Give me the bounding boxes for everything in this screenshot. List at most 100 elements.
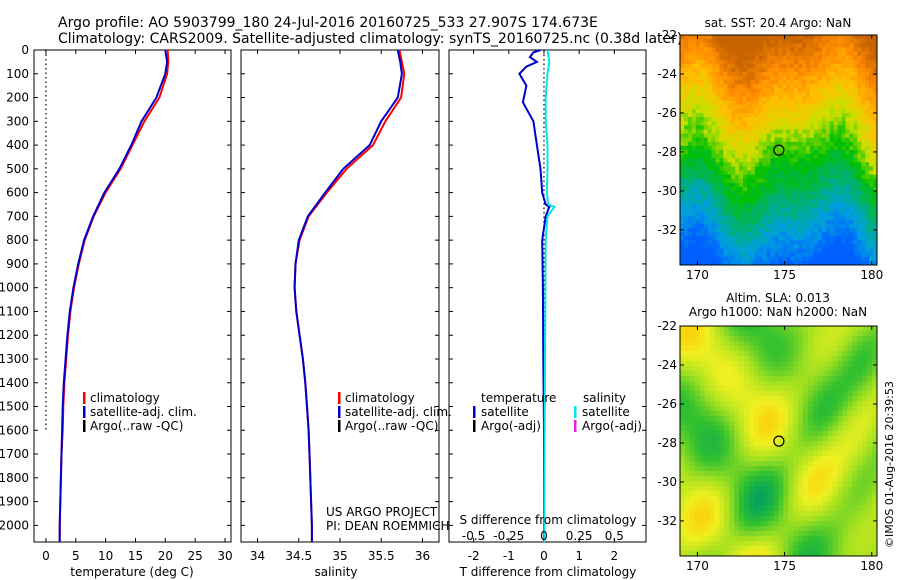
sst-cell bbox=[703, 137, 708, 143]
sla-cell bbox=[788, 456, 794, 462]
sst-cell bbox=[869, 236, 874, 241]
sst-cell bbox=[786, 158, 791, 163]
sla-cell bbox=[822, 331, 829, 337]
sla-cell bbox=[758, 441, 765, 447]
sst-cell bbox=[861, 145, 866, 151]
sla-cell bbox=[729, 551, 735, 556]
sst-cell bbox=[699, 211, 705, 217]
sla-cell bbox=[817, 416, 824, 422]
sst-cell bbox=[869, 215, 874, 221]
sst-cell bbox=[707, 129, 712, 134]
sst-cell bbox=[865, 215, 870, 221]
sla-cell bbox=[729, 371, 735, 377]
sst-cell bbox=[683, 96, 689, 102]
sla-cell bbox=[783, 396, 789, 402]
sla-cell bbox=[748, 361, 755, 367]
sla-cell bbox=[694, 366, 701, 372]
sst-cell bbox=[691, 150, 697, 155]
sla-cell bbox=[788, 476, 794, 482]
sla-cell bbox=[709, 531, 715, 537]
sst-cell bbox=[790, 43, 795, 48]
sla-cell bbox=[680, 471, 686, 477]
sst-cell bbox=[778, 260, 783, 265]
sst-cell bbox=[869, 43, 874, 48]
sst-cell bbox=[778, 203, 783, 208]
sst-cell bbox=[703, 133, 708, 139]
sst-cell bbox=[766, 125, 772, 130]
sla-cell bbox=[783, 451, 789, 457]
sst-cell bbox=[786, 174, 791, 180]
sst-cell bbox=[821, 76, 827, 81]
sla-cell bbox=[739, 491, 745, 497]
sla-cell bbox=[867, 506, 873, 512]
sst-cell bbox=[782, 129, 787, 134]
sst-cell bbox=[766, 63, 772, 69]
sla-cell bbox=[832, 481, 838, 487]
sst-cell bbox=[758, 113, 764, 118]
sst-cell bbox=[829, 88, 835, 93]
sst-cell bbox=[845, 133, 850, 139]
sla-cell bbox=[847, 451, 853, 457]
sst-cell bbox=[821, 223, 827, 229]
sst-cell bbox=[845, 191, 850, 196]
sst-cell bbox=[873, 248, 877, 254]
sla-cell bbox=[694, 446, 701, 452]
sst-cell bbox=[758, 47, 764, 52]
sla-cell bbox=[847, 481, 853, 487]
sst-cell bbox=[837, 154, 842, 159]
sst-cell bbox=[727, 232, 732, 237]
sst-cell bbox=[790, 191, 795, 196]
sst-cell bbox=[786, 256, 791, 262]
sla-cell bbox=[862, 536, 868, 542]
sla-cell bbox=[808, 431, 814, 437]
sst-cell bbox=[857, 71, 862, 77]
sla-cell bbox=[729, 461, 735, 467]
sst-cell bbox=[865, 223, 870, 229]
depth-tick-label: 1900 bbox=[0, 495, 29, 509]
sst-cell bbox=[715, 76, 720, 81]
sst-cell bbox=[735, 100, 740, 106]
sst-cell bbox=[821, 182, 827, 188]
sla-cell bbox=[808, 391, 814, 397]
sst-cell bbox=[825, 256, 831, 262]
sst-cell bbox=[794, 219, 799, 225]
sla-cell bbox=[768, 416, 774, 422]
sst-cell bbox=[869, 252, 874, 258]
sst-cell bbox=[770, 51, 775, 56]
sst-cell bbox=[766, 84, 772, 89]
sst-cell bbox=[703, 71, 708, 77]
sst-cell bbox=[813, 129, 819, 134]
sst-cell bbox=[810, 92, 815, 98]
sst-cell bbox=[794, 186, 799, 192]
sla-cell bbox=[748, 476, 755, 482]
sst-cell bbox=[817, 256, 823, 262]
sla-cell bbox=[684, 336, 691, 342]
sst-cell bbox=[786, 92, 791, 98]
sst-cell bbox=[766, 174, 772, 180]
sst-cell bbox=[869, 195, 874, 200]
sst-cell bbox=[817, 104, 823, 110]
sst-cell bbox=[703, 67, 708, 73]
sla-cell bbox=[773, 436, 779, 442]
sla-cell bbox=[842, 386, 848, 392]
sst-cell bbox=[821, 117, 827, 122]
sst-cell bbox=[715, 240, 720, 245]
sst-cell bbox=[813, 228, 819, 233]
sla-cell bbox=[808, 466, 814, 472]
sst-cell bbox=[695, 71, 701, 77]
sla-cell bbox=[689, 326, 696, 332]
sla-cell bbox=[852, 366, 858, 372]
sst-cell bbox=[841, 186, 846, 192]
sst-cell bbox=[849, 59, 854, 65]
sst-cell bbox=[731, 182, 736, 188]
sla-cell bbox=[852, 416, 858, 422]
sst-cell bbox=[699, 80, 705, 85]
sst-cell bbox=[786, 244, 791, 249]
sst-cell bbox=[762, 88, 768, 93]
sst-cell bbox=[758, 240, 764, 245]
sla-cell bbox=[783, 436, 789, 442]
sst-cell bbox=[687, 100, 693, 106]
sst-cell bbox=[857, 195, 862, 200]
sst-cell bbox=[707, 215, 712, 221]
sla-cell bbox=[798, 481, 804, 487]
